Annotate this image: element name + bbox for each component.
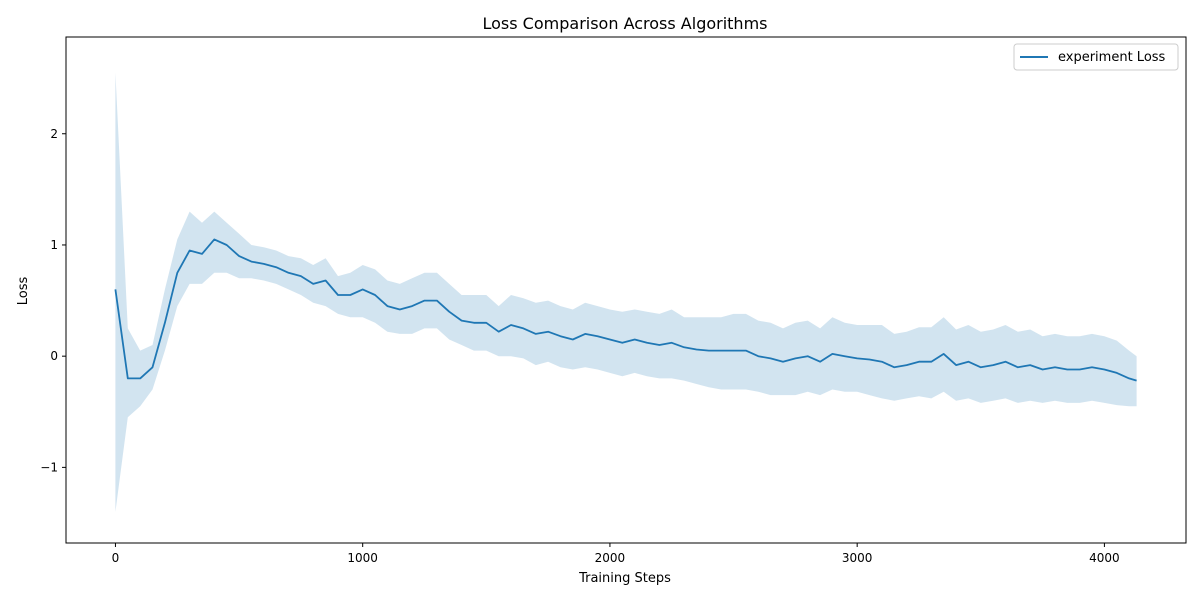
- series-line-group: [114, 238, 1137, 382]
- series-0-line: [114, 238, 1137, 382]
- x-tick-label: 2000: [595, 551, 626, 565]
- x-tick-label: 0: [112, 551, 120, 565]
- x-axis: 0 1000 2000 3000 4000: [112, 543, 1120, 565]
- y-tick-label: 2: [50, 127, 58, 141]
- plot-frame: [65, 36, 1187, 544]
- x-tick-label: 3000: [842, 551, 873, 565]
- x-tick-label: 4000: [1089, 551, 1120, 565]
- y-axis-label: Loss: [16, 277, 31, 306]
- y-tick-label: 0: [50, 349, 58, 363]
- x-axis-label: Training Steps: [578, 571, 671, 586]
- legend-box: [1013, 43, 1179, 71]
- y-tick-label: −1: [40, 460, 58, 474]
- y-tick-label: 1: [50, 238, 58, 252]
- legend: experiment Loss: [1013, 43, 1179, 71]
- y-axis: −1 0 1 2: [40, 127, 66, 474]
- chart-title: Loss Comparison Across Algorithms: [483, 14, 768, 33]
- legend-label: experiment Loss: [1058, 50, 1166, 65]
- confidence-band-group: [115, 72, 1137, 512]
- x-tick-label: 1000: [347, 551, 378, 565]
- series-0-confidence-band: [115, 72, 1137, 512]
